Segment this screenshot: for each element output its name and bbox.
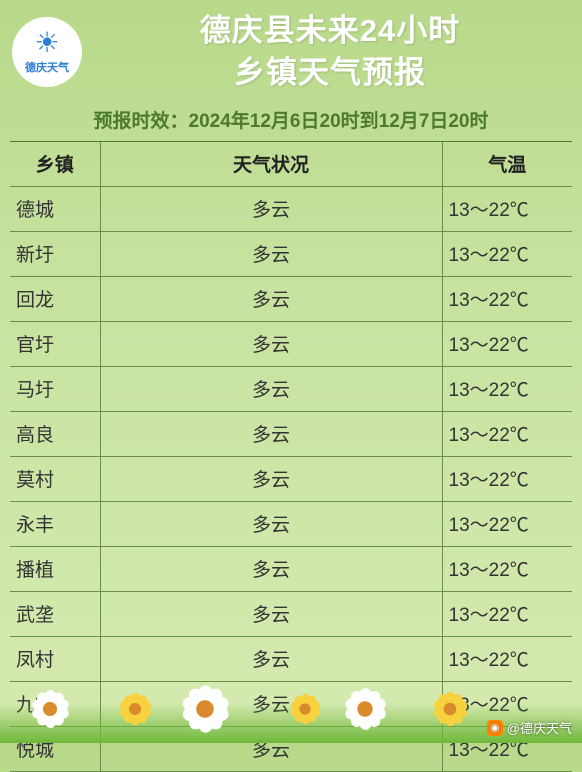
cell-condition: 多云 [100,231,442,276]
cell-condition: 多云 [100,591,442,636]
cell-condition: 多云 [100,321,442,366]
cell-condition: 多云 [100,186,442,231]
col-header-condition: 天气状况 [100,142,442,187]
table-row: 悦城多云13～22℃ [10,726,572,771]
cell-temp: 13～22℃ [442,681,572,726]
cell-condition: 多云 [100,366,442,411]
table-row: 永丰多云13～22℃ [10,501,572,546]
cell-temp: 13～22℃ [442,501,572,546]
table-row: 回龙多云13～22℃ [10,276,572,321]
cell-temp: 13～22℃ [442,636,572,681]
table-row: 德城多云13～22℃ [10,186,572,231]
cell-town: 新圩 [10,231,100,276]
cell-temp: 13～22℃ [442,186,572,231]
cell-condition: 多云 [100,636,442,681]
cell-town: 播植 [10,546,100,591]
cell-town: 高良 [10,411,100,456]
cell-town: 莫村 [10,456,100,501]
cell-condition: 多云 [100,726,442,771]
table-row: 九市多云13～22℃ [10,681,572,726]
table-row: 莫村多云13～22℃ [10,456,572,501]
cell-town: 永丰 [10,501,100,546]
table-row: 播植多云13～22℃ [10,546,572,591]
table-row: 马圩多云13～22℃ [10,366,572,411]
table-row: 新圩多云13～22℃ [10,231,572,276]
title-line-1: 德庆县未来24小时 [90,10,570,52]
cell-town: 马圩 [10,366,100,411]
logo-brand: 德庆天气 [25,59,69,75]
cell-condition: 多云 [100,501,442,546]
logo: ☀ 德庆天气 [12,17,82,87]
forecast-validity: 预报时效：2024年12月6日20时到12月7日20时 [10,100,572,142]
cell-condition: 多云 [100,681,442,726]
cell-town: 德城 [10,186,100,231]
cell-condition: 多云 [100,456,442,501]
cell-temp: 13～22℃ [442,726,572,771]
cell-condition: 多云 [100,411,442,456]
cell-town: 武垄 [10,591,100,636]
cell-temp: 13～22℃ [442,456,572,501]
cell-temp: 13～22℃ [442,321,572,366]
cell-condition: 多云 [100,546,442,591]
cell-town: 官圩 [10,321,100,366]
cell-temp: 13～22℃ [442,231,572,276]
cell-temp: 13～22℃ [442,276,572,321]
table-row: 凤村多云13～22℃ [10,636,572,681]
sun-icon: ☀ [34,29,59,57]
table-row: 官圩多云13～22℃ [10,321,572,366]
title-line-2: 乡镇天气预报 [90,52,570,94]
title: 德庆县未来24小时 乡镇天气预报 [90,10,570,94]
table-row: 武垄多云13～22℃ [10,591,572,636]
cell-temp: 13～22℃ [442,591,572,636]
header: ☀ 德庆天气 德庆县未来24小时 乡镇天气预报 [0,0,582,100]
cell-town: 九市 [10,681,100,726]
cell-town: 回龙 [10,276,100,321]
cell-town: 悦城 [10,726,100,771]
col-header-temp: 气温 [442,142,572,187]
cell-temp: 13～22℃ [442,366,572,411]
col-header-town: 乡镇 [10,142,100,187]
cell-temp: 13～22℃ [442,546,572,591]
cell-condition: 多云 [100,276,442,321]
table-row: 高良多云13～22℃ [10,411,572,456]
cell-town: 凤村 [10,636,100,681]
forecast-table: 乡镇 天气状况 气温 德城多云13～22℃新圩多云13～22℃回龙多云13～22… [10,142,572,772]
cell-temp: 13～22℃ [442,411,572,456]
table-header-row: 乡镇 天气状况 气温 [10,142,572,187]
